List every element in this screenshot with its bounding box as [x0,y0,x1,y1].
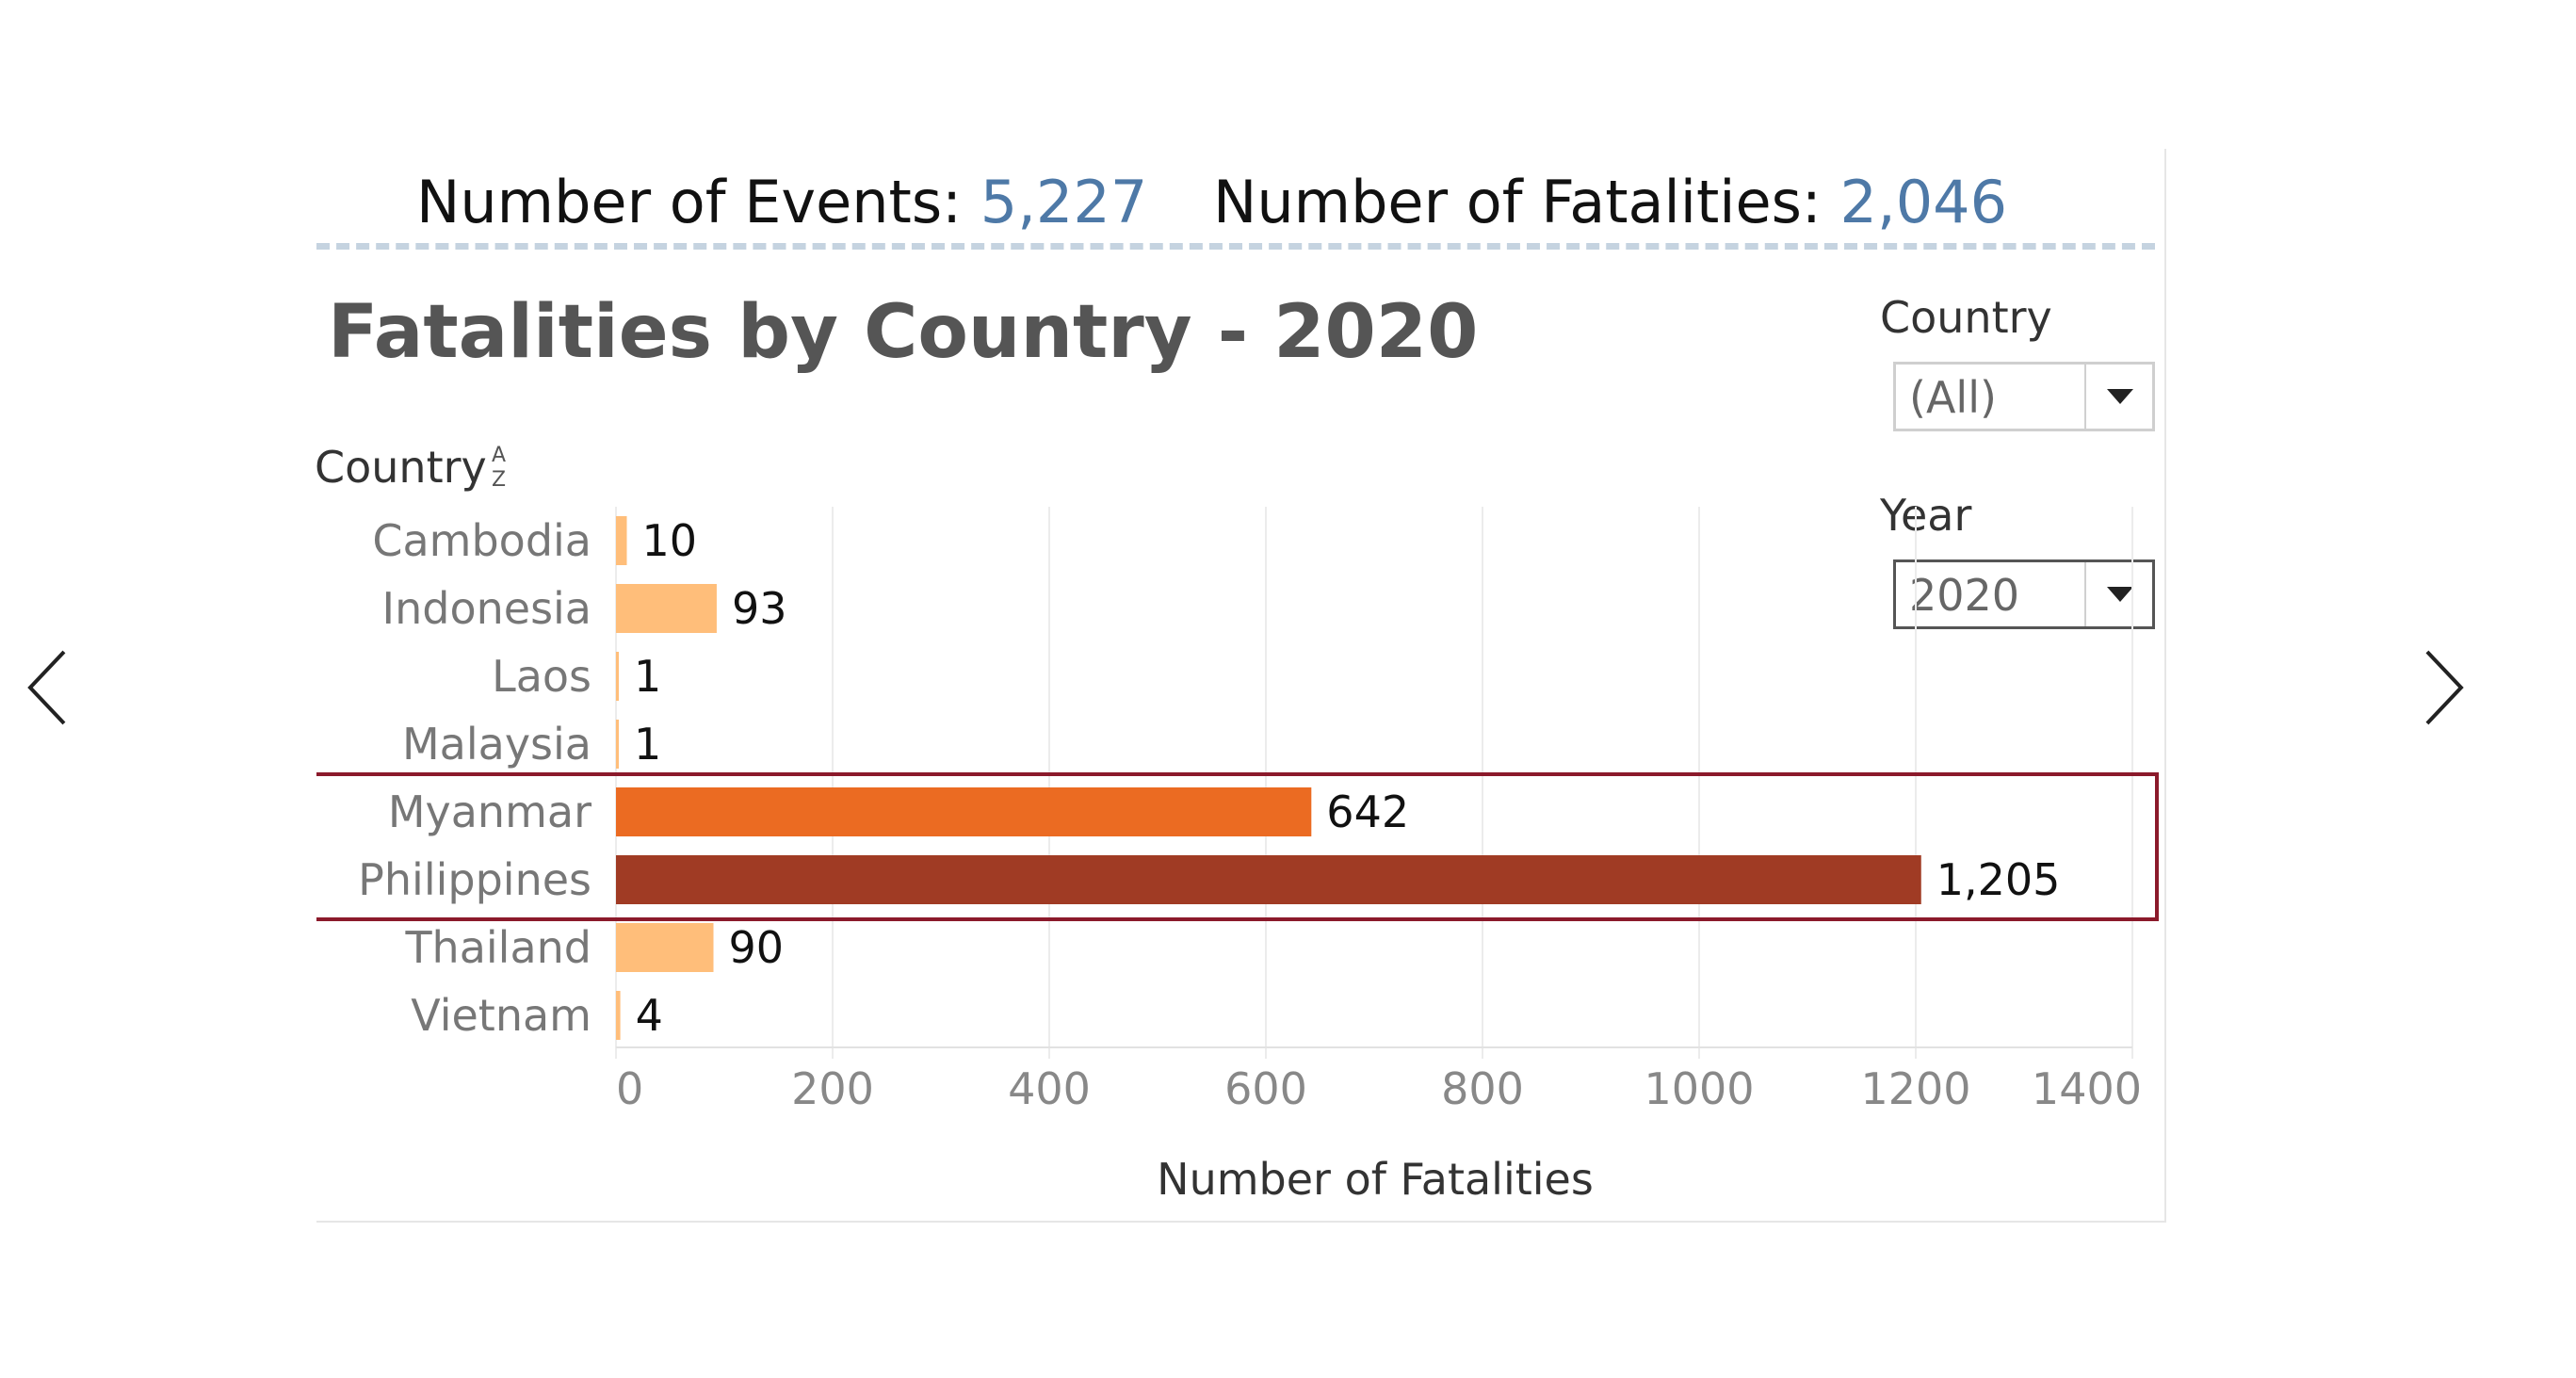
dashed-divider [316,243,2155,250]
year-filter-dropdown[interactable]: 2020 [1893,559,2155,629]
bar [616,720,619,769]
data-label: 642 [1326,786,1409,837]
highlight-box [316,772,2159,921]
dropdown-separator [2084,365,2086,429]
x-tick-label: 600 [1224,1063,1307,1114]
year-filter-label: Year [1880,490,1972,541]
category-label: Thailand [404,922,591,973]
category-label: Indonesia [382,583,591,634]
kpi-events-label: Number of Events: [416,168,963,236]
x-tick-label: 1000 [1644,1063,1754,1114]
category-label: Philippines [358,854,591,905]
bar [616,923,714,972]
bar [616,787,1312,836]
dashboard: Number of Events: 5,227 Number of Fatali… [316,149,2166,1223]
bar-chart: 0 200 400 600 800 1000 1200 1400 Country AZ Cambod… [316,442,2159,1205]
kpi-row: Number of Events: 5,227 Number of Fatali… [316,149,2155,252]
country-filter-value: (All) [1909,372,1997,423]
category-label: Malaysia [402,719,591,770]
x-tick-label: 0 [616,1063,643,1114]
x-tick-label: 800 [1441,1063,1524,1114]
chevron-left-icon [27,650,66,725]
x-axis-title: Number of Fatalities [1157,1154,1594,1205]
x-tick-label: 200 [791,1063,874,1114]
bar [616,855,1921,904]
category-label: Laos [492,651,591,702]
caret-down-icon [2107,389,2133,404]
sort-alpha-icon: Z [492,468,506,492]
x-tick-label: 400 [1008,1063,1091,1114]
category-label: Vietnam [411,990,591,1041]
kpi-fatalities-value: 2,046 [1839,168,2008,236]
sort-alpha-icon: A [492,444,506,467]
next-slide-button[interactable] [2406,640,2482,735]
kpi-events: Number of Events: 5,227 [416,168,1147,236]
bar [616,516,627,565]
kpi-fatalities-label: Number of Fatalities: [1213,168,1822,236]
category-label: Myanmar [388,786,591,837]
country-filter-label: Country [1880,292,2052,343]
kpi-fatalities: Number of Fatalities: 2,046 [1213,168,2007,236]
year-filter-value: 2020 [1909,570,2020,621]
data-label: 90 [729,922,785,973]
data-label: 93 [732,583,787,634]
data-label: 4 [636,990,663,1041]
x-tick-label: 1200 [1860,1063,1970,1114]
data-label: 1 [634,719,661,770]
dropdown-separator [2084,562,2086,626]
previous-slide-button[interactable] [9,640,85,735]
data-label: 1 [634,651,661,702]
category-label: Cambodia [372,515,591,566]
data-label: 1,205 [1936,854,2061,905]
caret-down-icon [2107,587,2133,602]
country-filter-dropdown[interactable]: (All) [1893,362,2155,431]
x-tick-label: 1400 [2032,1063,2142,1114]
chart-title: Fatalities by Country - 2020 [328,290,1479,375]
bar [616,584,717,633]
bar [616,652,619,701]
data-label: 10 [642,515,698,566]
bar [616,991,621,1040]
category-header: Country [316,442,487,493]
kpi-events-value: 5,227 [980,168,1148,236]
chevron-right-icon [2425,650,2464,725]
